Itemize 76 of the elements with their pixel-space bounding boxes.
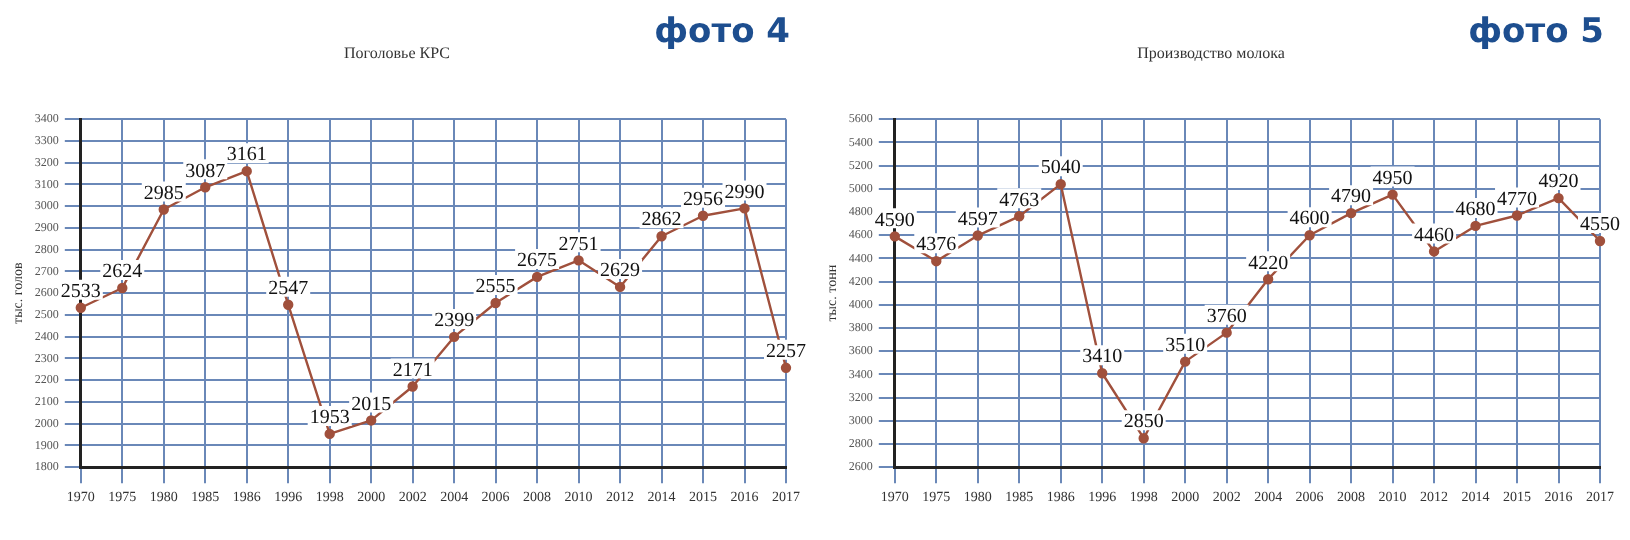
point <box>158 204 169 215</box>
point <box>241 165 252 177</box>
point <box>1014 211 1025 222</box>
data-label: 1953 <box>309 407 350 430</box>
data-label: 4550 <box>1580 214 1620 237</box>
point <box>1594 235 1606 247</box>
point <box>739 203 750 214</box>
text: фото 5 <box>1468 12 1604 52</box>
chart-title: Производство молока <box>1137 43 1286 62</box>
data-label: 3161 <box>226 144 267 167</box>
data-label: 2399 <box>434 310 475 333</box>
point <box>573 255 584 266</box>
point <box>365 415 377 426</box>
data-label: 2629 <box>600 260 641 283</box>
data-label: 5040 <box>1040 157 1081 180</box>
point <box>531 271 543 283</box>
data-label: 3510 <box>1165 334 1206 357</box>
data-label: 2850 <box>1123 411 1164 434</box>
data-label: 4950 <box>1372 167 1413 190</box>
point <box>614 281 626 293</box>
data-label: 2990 <box>724 181 765 204</box>
point <box>1097 368 1108 379</box>
point <box>1138 433 1149 444</box>
point <box>1511 210 1523 221</box>
point <box>324 428 335 440</box>
data-label: 2624 <box>102 261 143 284</box>
point <box>490 297 501 309</box>
data-label: 2171 <box>392 359 433 382</box>
data-label: 4597 <box>957 208 998 231</box>
data-label: 2015 <box>351 393 392 416</box>
point <box>75 302 86 313</box>
data-label: 2956 <box>683 189 724 212</box>
point <box>407 381 418 392</box>
text: фото 4 <box>654 12 790 52</box>
data-label: 4763 <box>999 189 1040 212</box>
data-label: 3087 <box>185 160 226 183</box>
data-label: 2555 <box>475 276 516 299</box>
data-label: 4376 <box>916 234 957 257</box>
point <box>1345 207 1357 219</box>
data-label: 4220 <box>1248 252 1289 275</box>
point <box>1179 356 1191 367</box>
point <box>1470 220 1481 232</box>
point <box>1262 274 1274 285</box>
point <box>283 299 294 310</box>
data-label: 4770 <box>1497 188 1538 211</box>
data-label: 4920 <box>1538 171 1579 194</box>
data-label: 2751 <box>558 233 599 256</box>
data-label: 2533 <box>60 281 101 304</box>
point <box>1387 189 1398 200</box>
data-label: 2985 <box>143 182 184 205</box>
point <box>1055 178 1066 190</box>
data-label: 4600 <box>1289 208 1330 231</box>
data-label: 3760 <box>1206 305 1247 328</box>
point <box>697 210 709 221</box>
point <box>448 331 460 343</box>
data-label: 4680 <box>1455 199 1496 222</box>
data-label: 4460 <box>1414 224 1455 247</box>
chart-title: Поголовье КРС <box>344 43 450 62</box>
point <box>972 230 983 241</box>
data-label: 4790 <box>1331 186 1372 209</box>
data-label: 2675 <box>517 250 558 273</box>
point <box>889 231 900 242</box>
point <box>1428 246 1440 257</box>
data-label: 2547 <box>268 277 309 300</box>
point <box>1304 230 1315 241</box>
data-label: 2257 <box>766 341 806 364</box>
point <box>780 362 792 373</box>
data-label: 4590 <box>874 209 915 232</box>
point <box>200 182 211 193</box>
point <box>656 231 667 242</box>
point <box>1221 327 1232 338</box>
data-label: 3410 <box>1082 346 1123 369</box>
data-label: 2862 <box>641 209 682 232</box>
point <box>117 282 128 294</box>
point <box>931 255 942 267</box>
point <box>1553 192 1564 204</box>
